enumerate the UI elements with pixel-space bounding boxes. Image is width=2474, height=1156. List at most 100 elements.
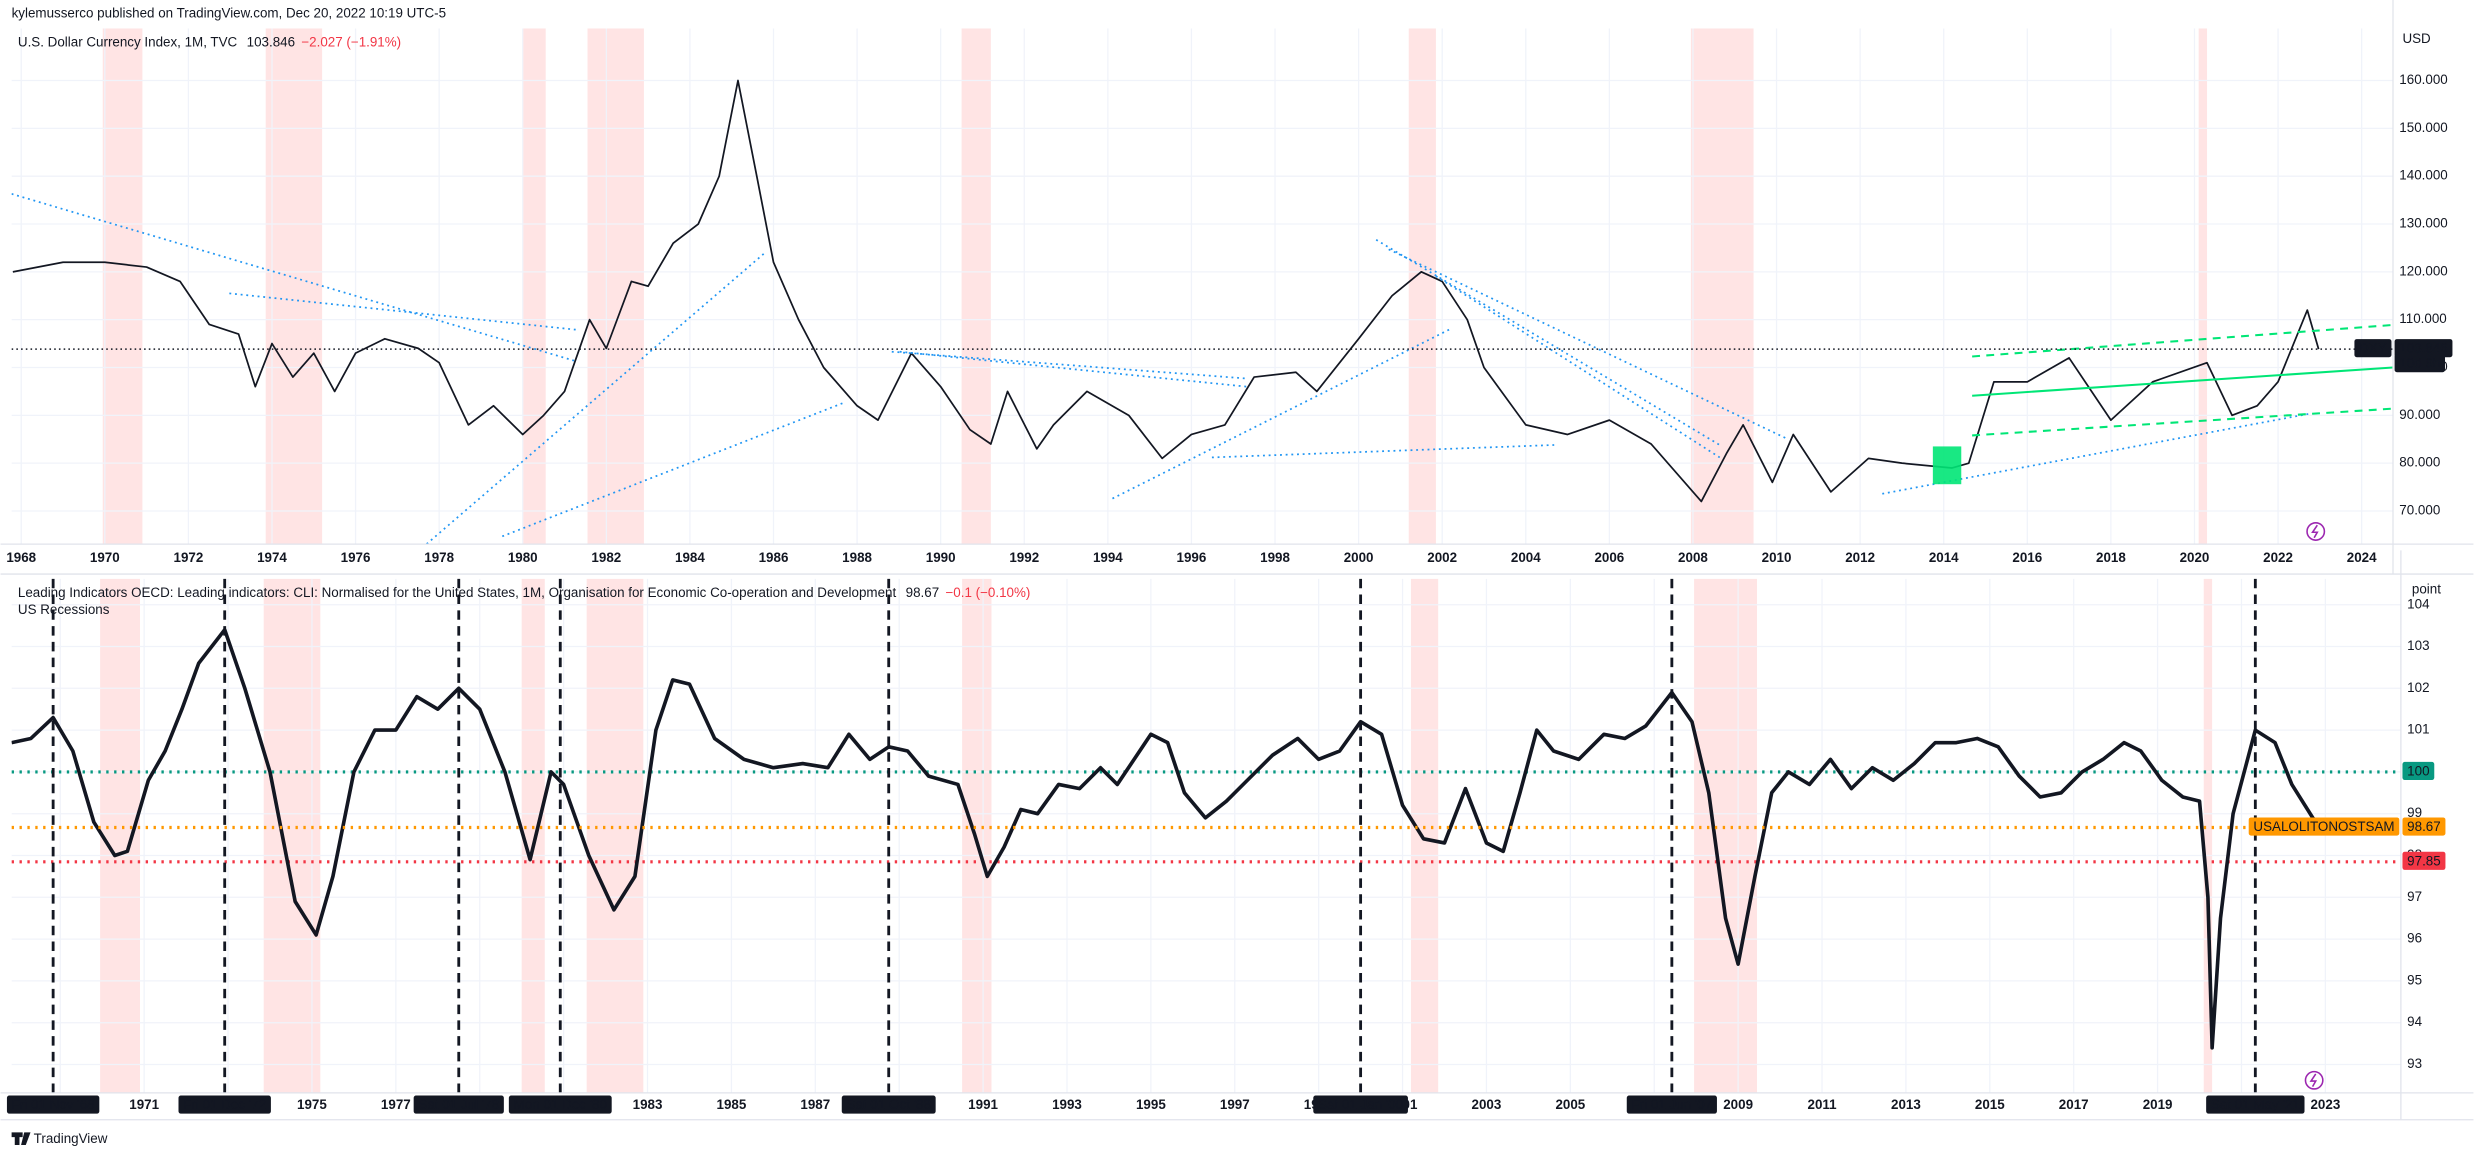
countdown-label: 10d 9h xyxy=(2399,356,2440,371)
trend-line xyxy=(1211,444,1555,459)
x-tick-label: 1987 xyxy=(800,1097,830,1112)
trend-line xyxy=(1972,366,2393,397)
x-tick-label: 1998 xyxy=(1260,550,1290,565)
x-tick-label: 1976 xyxy=(341,550,371,565)
x-tick-label: 1990 xyxy=(926,550,956,565)
y-tick-label: 102 xyxy=(2407,680,2429,695)
y-tick-label: 93 xyxy=(2407,1056,2422,1071)
x-tick-label: 2013 xyxy=(1891,1097,1921,1112)
y-tick-label: 130.000 xyxy=(2399,216,2447,231)
legend-change: −2.027 (−1.91%) xyxy=(301,34,401,49)
recession-band xyxy=(521,578,545,1093)
y-tick-label: 160.000 xyxy=(2399,72,2447,87)
last-value-label: 98.67 xyxy=(2407,819,2441,834)
legend-subtitle: US Recessions xyxy=(18,602,110,617)
recession-band xyxy=(1694,578,1758,1093)
last-label-bg xyxy=(2248,817,2400,836)
marker-label-bg xyxy=(508,1095,612,1114)
marker-label-bg xyxy=(1313,1095,1408,1114)
axis-unit: USD xyxy=(2402,31,2431,46)
trend-line xyxy=(1375,239,1721,446)
x-tick-label: 2008 xyxy=(1678,550,1708,565)
y-tick-label: 110.000 xyxy=(2399,311,2446,326)
last-value-label: 103.846 xyxy=(2399,341,2447,356)
x-tick-label: 2020 xyxy=(2180,550,2210,565)
marker-label-bg xyxy=(841,1095,936,1114)
marker-label-bg xyxy=(2206,1095,2305,1114)
recession-band xyxy=(100,578,140,1093)
marker-label: Mon 01 Dec '80 xyxy=(514,1097,607,1112)
x-tick-label: 1972 xyxy=(173,550,203,565)
x-tick-label: 2022 xyxy=(2263,550,2293,565)
brand-logo xyxy=(11,1132,31,1145)
y-tick-label: 80.000 xyxy=(2399,455,2440,470)
marker-label: Fri 01 Jun '07 xyxy=(1631,1097,1712,1112)
x-tick-label: 2019 xyxy=(2143,1097,2173,1112)
trend-line xyxy=(229,292,577,331)
y-tick-label: 120.000 xyxy=(2399,263,2447,278)
recession-band xyxy=(1410,578,1439,1093)
countdown-label-bg xyxy=(2394,354,2446,373)
series-line xyxy=(12,79,2320,503)
last-value-label-bg xyxy=(2394,339,2453,358)
x-tick-label: 1986 xyxy=(759,550,789,565)
x-tick-label: 1977 xyxy=(381,1097,411,1112)
legend-value: 98.67 xyxy=(906,585,940,600)
y-tick-label: 140.000 xyxy=(2399,168,2447,183)
x-tick-label: 2024 xyxy=(2347,550,2377,565)
x-tick-label: 1993 xyxy=(1052,1097,1082,1112)
recession-band xyxy=(2203,578,2213,1093)
recession-band xyxy=(102,28,143,545)
marker-label: Sat 01 May '21 xyxy=(2211,1097,2300,1112)
legend-title: U.S. Dollar Currency Index, 1M, TVC xyxy=(18,34,238,49)
x-tick-label: 1996 xyxy=(1177,550,1207,565)
last-label-bg xyxy=(2354,339,2392,358)
recession-band xyxy=(522,28,546,545)
marker-label: Fri 01 Dec '72 xyxy=(183,1097,266,1112)
x-tick-label: 1970 xyxy=(90,550,120,565)
trend-line xyxy=(426,251,767,545)
x-tick-label: 2023 xyxy=(2310,1097,2340,1112)
x-tick-label: 1974 xyxy=(257,550,287,565)
last-value-label-bg xyxy=(2402,817,2446,836)
overlay: 1968 1970 1972 1974 1976 1978 1980 1982 1984 1986… xyxy=(0,0,2474,1121)
x-tick-label: 1982 xyxy=(591,550,621,565)
recession-band xyxy=(1690,28,1754,545)
legend-value: 103.846 xyxy=(247,34,295,49)
x-tick-label: 2000 xyxy=(1344,550,1374,565)
x-tick-label: 1995 xyxy=(1136,1097,1166,1112)
x-tick-label: 2012 xyxy=(1845,550,1875,565)
x-tick-label: 1984 xyxy=(675,550,705,565)
x-tick-label: 1980 xyxy=(508,550,538,565)
x-tick-label: 2018 xyxy=(2096,550,2126,565)
x-tick-label: 2017 xyxy=(2059,1097,2089,1112)
x-tick-label: 1983 xyxy=(633,1097,663,1112)
y-tick-label: 104 xyxy=(2407,596,2430,611)
x-tick-label: 2016 xyxy=(2012,550,2042,565)
recession-band xyxy=(263,578,321,1093)
recession-band xyxy=(2198,28,2208,545)
level-label-bg xyxy=(2402,761,2435,781)
y-tick-label: 103 xyxy=(2407,638,2429,653)
legend: U.S. Dollar Currency Index, 1M, TVC 103.8… xyxy=(18,34,401,49)
publisher: kylemusserco published on TradingView.co… xyxy=(12,6,446,21)
price-pane xyxy=(11,28,2393,545)
y-tick-label: 95 xyxy=(2407,972,2422,987)
marker-label-bg xyxy=(1626,1095,1717,1114)
x-tick-label: 2002 xyxy=(1427,550,1457,565)
recession-band xyxy=(961,28,991,545)
legend-title: Leading Indicators OECD: Leading indicat… xyxy=(18,585,897,600)
recession-band xyxy=(587,28,644,545)
trend-line xyxy=(1882,412,2312,495)
x-tick-label: 1994 xyxy=(1093,550,1123,565)
trend-line xyxy=(899,350,1247,388)
marker-label-bg xyxy=(413,1095,504,1114)
x-tick-label: 2003 xyxy=(1472,1097,1502,1112)
y-tick-label: 96 xyxy=(2407,931,2422,946)
y-tick-label: 99 xyxy=(2407,805,2422,820)
x-tick-label: 2009 xyxy=(1723,1097,1753,1112)
recession-band xyxy=(586,578,644,1093)
x-tick-label: 2005 xyxy=(1555,1097,1585,1112)
